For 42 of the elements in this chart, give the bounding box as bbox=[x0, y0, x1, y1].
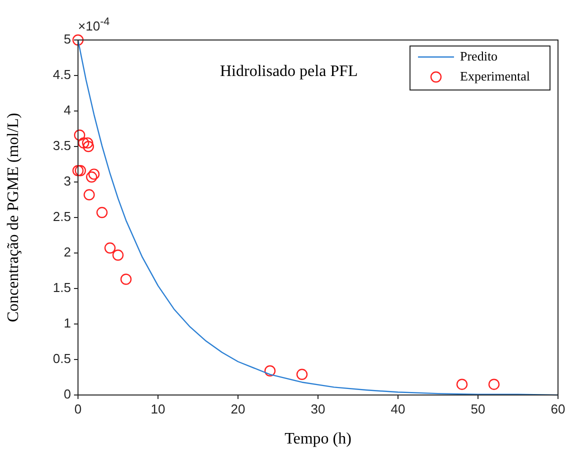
point bbox=[74, 130, 86, 141]
point bbox=[74, 165, 86, 176]
y-tick-label: 0.5 bbox=[52, 351, 71, 366]
y-tick-label: 1.5 bbox=[52, 280, 71, 296]
point bbox=[72, 34, 84, 46]
point bbox=[296, 368, 308, 380]
x-tick-label: 50 bbox=[470, 401, 486, 416]
point bbox=[86, 171, 98, 183]
y-tick-label: 3 bbox=[64, 174, 71, 189]
point bbox=[456, 378, 468, 390]
point bbox=[84, 189, 95, 200]
x-tick-label: 10 bbox=[150, 401, 166, 416]
point bbox=[82, 140, 94, 152]
y-axis-title: Concentração de PGME (mol/L) bbox=[4, 112, 22, 322]
x-tick-label: 60 bbox=[550, 401, 566, 416]
x-tick-label: 0 bbox=[74, 401, 82, 416]
point bbox=[488, 378, 500, 390]
x-tick-label: 40 bbox=[390, 401, 406, 416]
point bbox=[120, 274, 132, 285]
point bbox=[112, 250, 124, 261]
point bbox=[96, 206, 108, 218]
y-tick-label: 0 bbox=[64, 386, 71, 402]
text: ×10$^{-4}$ bbox=[78, 15, 110, 34]
y-tick-label: 2.5 bbox=[52, 209, 71, 224]
y-tick-label: 2 bbox=[64, 244, 71, 260]
point bbox=[104, 242, 116, 254]
point bbox=[72, 165, 84, 176]
point bbox=[78, 137, 90, 149]
x-tick-label: 20 bbox=[230, 401, 246, 416]
y-tick-label: 1 bbox=[64, 316, 71, 331]
point bbox=[82, 137, 94, 149]
legend-label: Predito bbox=[460, 48, 498, 64]
y-tick-label: 4 bbox=[64, 102, 71, 118]
y-tick-label: 4.5 bbox=[52, 67, 71, 82]
point bbox=[264, 365, 276, 376]
x-tick-label: 30 bbox=[310, 401, 326, 416]
point bbox=[88, 168, 100, 180]
text: Hidrolisado pela PFL bbox=[220, 63, 358, 80]
y-tick-label: 3.5 bbox=[52, 138, 71, 154]
x-axis-title: Tempo (h) bbox=[284, 430, 352, 448]
y-tick-label: 5 bbox=[64, 32, 71, 47]
legend-label: Experimental bbox=[460, 68, 530, 84]
